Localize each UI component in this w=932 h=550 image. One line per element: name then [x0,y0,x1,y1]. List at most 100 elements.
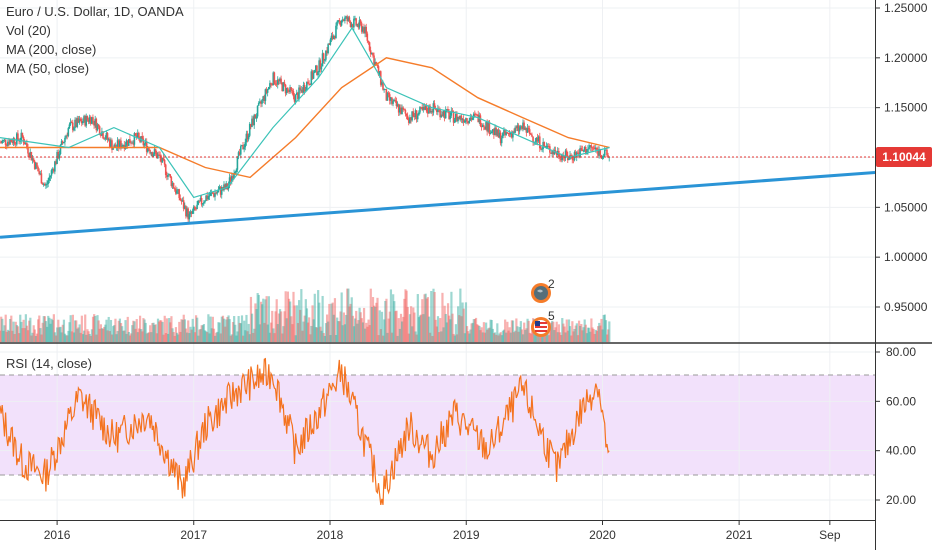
volume-bar [31,332,34,342]
rsi-legend[interactable]: RSI (14, close) [6,356,92,371]
volume-bar [178,321,181,342]
volume-bar [175,332,179,342]
volume-bar [88,333,91,342]
volume-bar [7,330,11,342]
indicator-ma200[interactable]: MA (200, close) [6,42,97,57]
candle-body [171,183,174,186]
volume-bar [590,318,593,342]
candle-body [46,184,48,185]
volume-bar [290,316,293,342]
volume-bar [10,315,13,342]
us-flag-event-icon[interactable] [531,317,551,337]
volume-bar [125,333,128,342]
candle-body [2,139,5,141]
chart-title[interactable]: Euro / U.S. Dollar, 1D, OANDA [6,4,184,19]
candle-body [217,189,220,193]
candle-body [378,71,381,75]
volume-bar [439,318,442,342]
candle-body [456,113,458,122]
volume-bar [146,332,150,342]
candle-body [396,104,399,107]
candle-body [509,132,512,135]
trendline[interactable] [0,170,876,239]
volume-bar [423,294,426,342]
candle-body [550,152,552,154]
volume-bar [470,323,473,342]
candle-body [431,111,434,113]
candle-body [142,138,145,146]
candle-body [384,89,387,90]
volume-bar [501,330,505,342]
volume-bar [94,315,97,342]
candle-body [162,157,165,161]
event-markers[interactable]: 2 5 [531,277,555,337]
volume-bar [268,332,272,342]
volume-bar [50,318,53,342]
candle-body [61,141,64,144]
candle-body [313,70,316,73]
volume-bar [337,321,340,342]
candle-body [190,211,193,214]
candle-body [169,174,172,178]
candle-body [475,113,477,115]
candle-body [227,184,230,190]
candle-body [40,173,43,184]
candle-body [38,171,40,175]
volume-bar [276,324,279,342]
volume-bar [138,315,142,342]
volume-bar [524,329,527,342]
indicator-volume[interactable]: Vol (20) [6,23,51,38]
candle-body [12,138,15,143]
volume-bar [211,316,214,342]
volume-bar [67,330,70,342]
volume-bar [424,293,427,342]
volume-bar [89,335,92,342]
volume-bar [212,328,216,342]
volume-bar [240,315,244,342]
volume-bar [259,301,263,342]
volume-bar [584,324,587,342]
volume-bar [143,319,146,342]
candle-body [119,140,121,148]
candle-body [488,121,491,135]
volume-bar [254,303,257,342]
rsi-axis[interactable]: 80.00 60.00 40.00 20.00 [875,345,916,507]
volume-bar [356,323,359,342]
volume-bar [607,329,610,342]
dividend-globe-icon[interactable] [531,283,551,303]
volume-bar [187,320,190,342]
indicator-ma50[interactable]: MA (50, close) [6,61,90,76]
candle-body [20,132,23,141]
candle-body [89,117,92,124]
volume-bar [237,316,240,342]
volume-bar [76,328,79,342]
volume-bar [131,325,134,342]
volume-bar [144,322,147,342]
candle-body [317,71,319,76]
volume-bar [525,328,528,342]
time-axis[interactable]: 2016 2017 2018 2019 2020 2021 Sep [44,520,841,542]
candle-body [339,20,342,26]
volume-bar [192,326,195,342]
volume-bar [399,313,403,342]
candle-body [138,132,140,138]
candle-body [491,129,494,132]
volume-bar [112,326,115,342]
volume-bar [208,333,211,342]
volume-bar [347,288,350,342]
candle-body [489,133,492,135]
volume-bar [579,325,582,342]
volume-bar [409,306,413,342]
candle-body [448,111,450,119]
candle-body [103,138,105,140]
candle-body [347,17,350,22]
volume-bar [454,324,457,342]
volume-bar [539,334,543,342]
volume-bar [583,319,586,342]
volume-bar [238,322,241,342]
volume-bar [54,335,58,342]
candle-body [536,137,539,142]
volume-bar [118,318,122,342]
volume-bar [69,315,72,342]
